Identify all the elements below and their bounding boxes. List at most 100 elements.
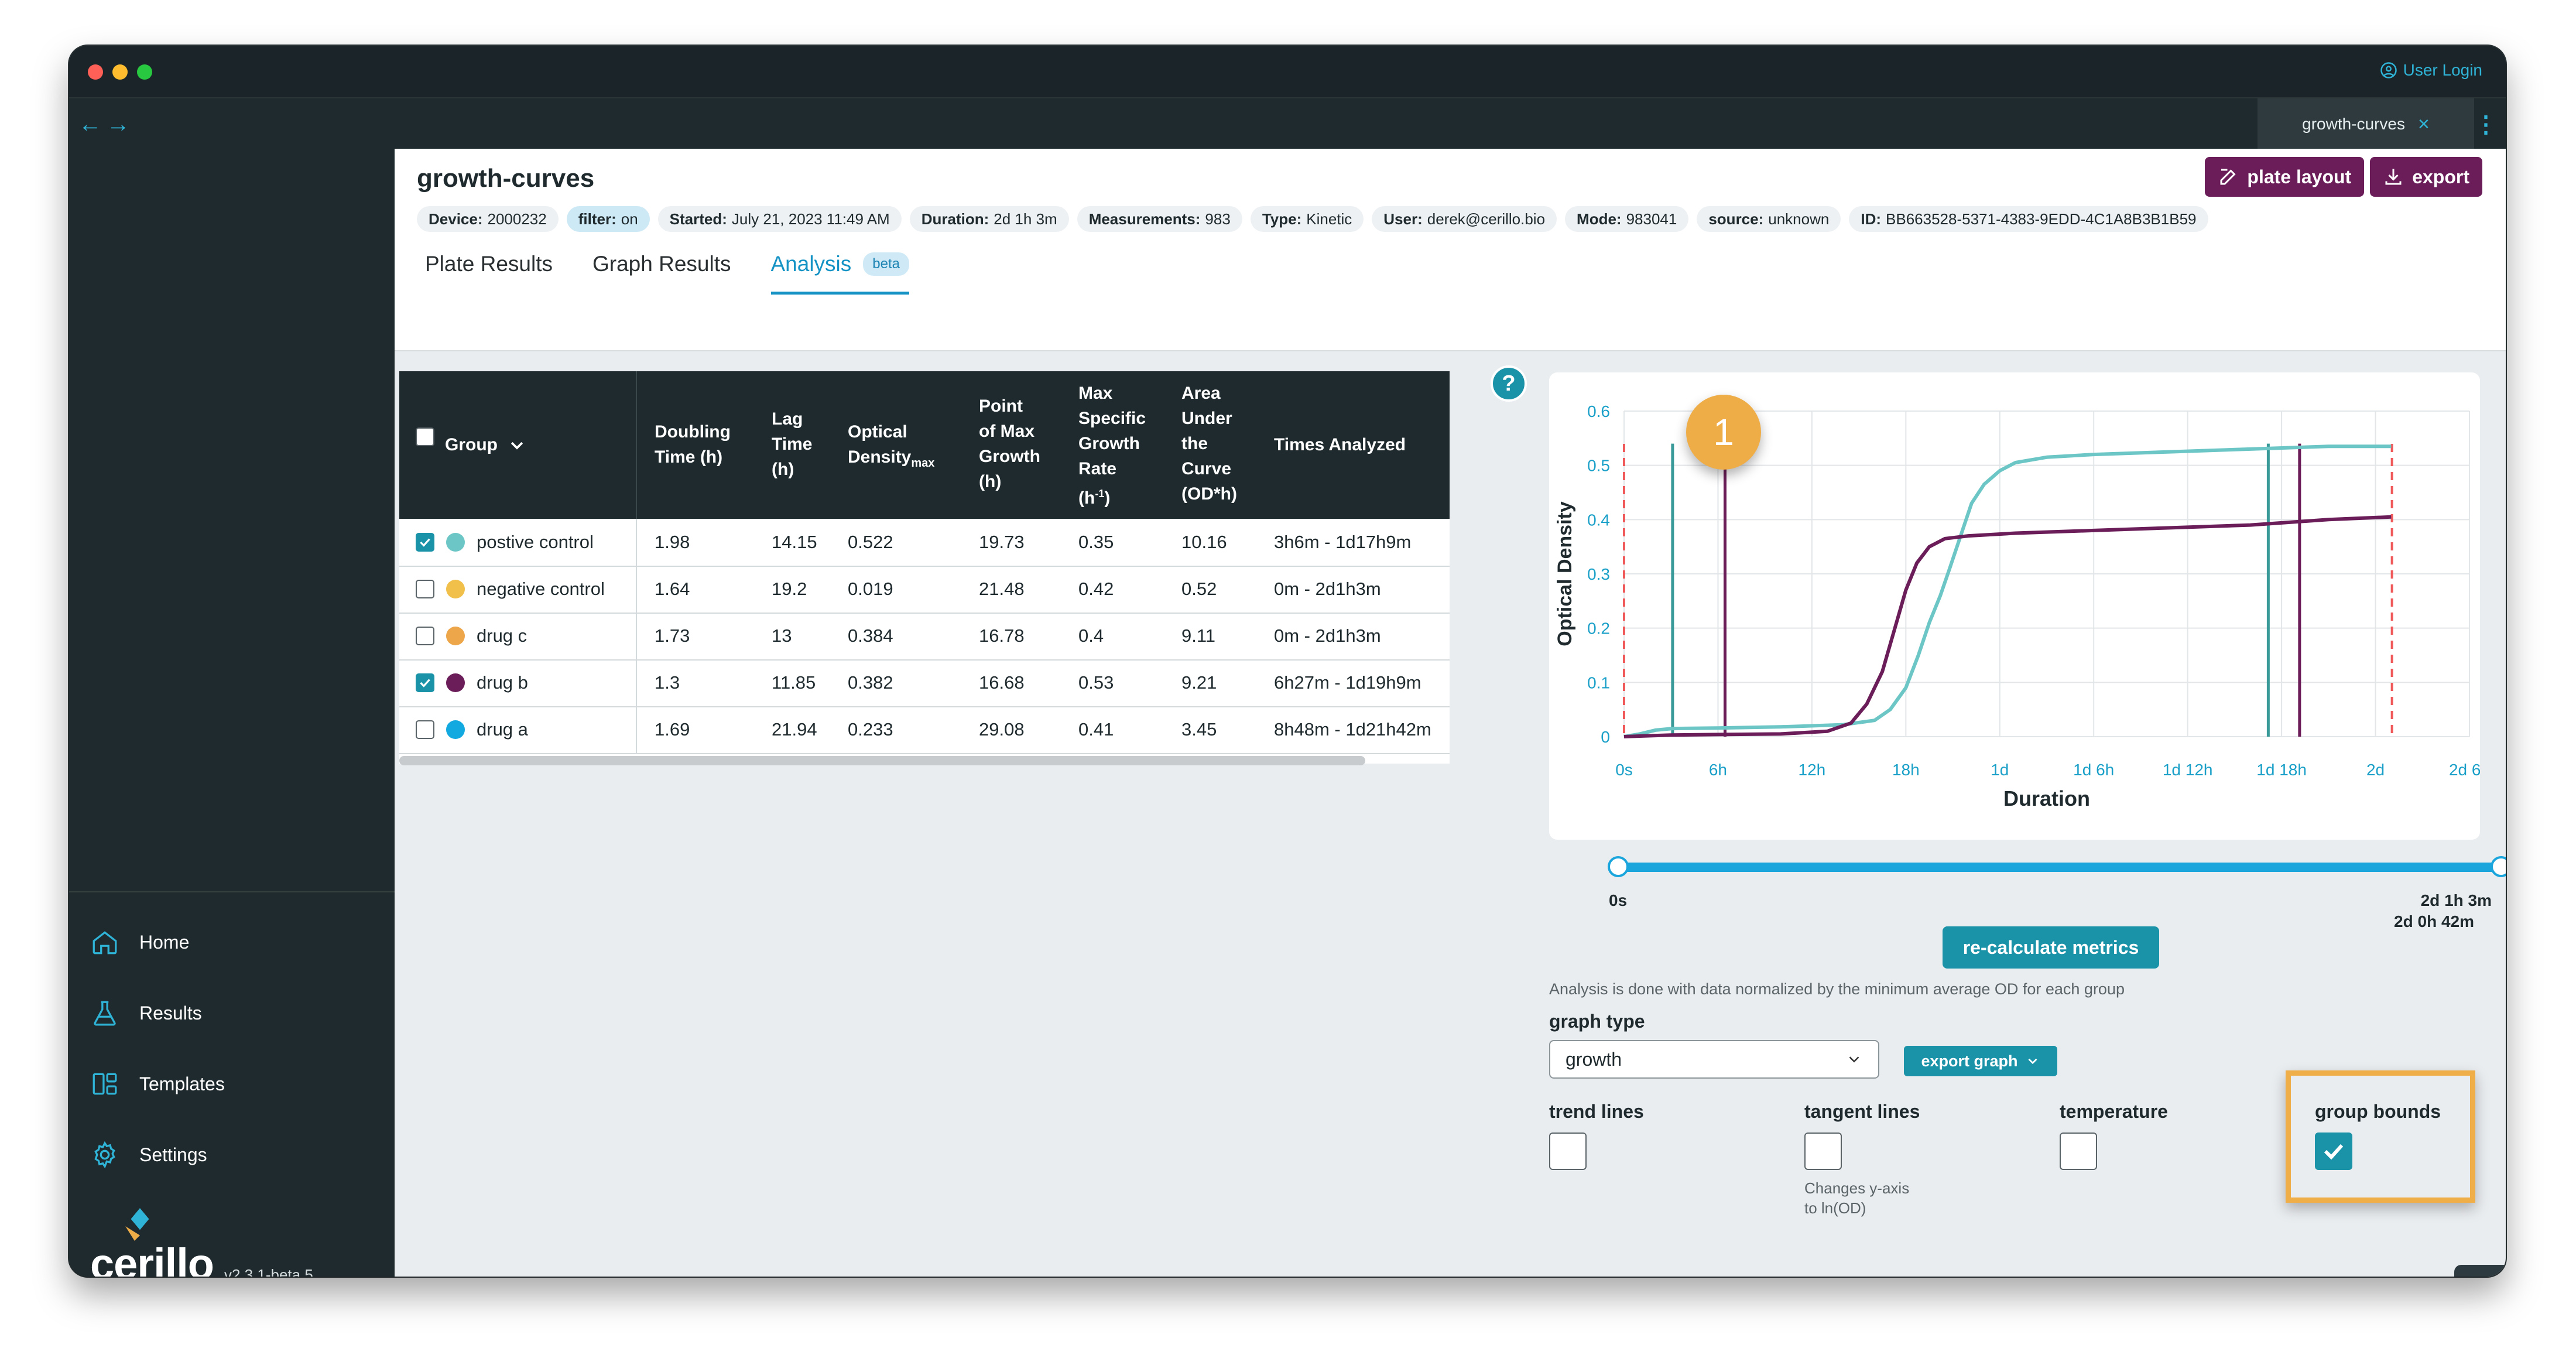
home-icon bbox=[93, 931, 117, 954]
graph-type-select[interactable]: growth bbox=[1549, 1040, 1879, 1079]
slider-sub-label: 2d 0h 42m bbox=[2394, 912, 2474, 930]
x-tick-label: 2d bbox=[2366, 761, 2385, 779]
tab-graph-results[interactable]: Graph Results bbox=[592, 252, 731, 276]
sidebar-item-label: Templates bbox=[139, 1073, 225, 1094]
sidebar-item-home[interactable]: Home bbox=[90, 928, 189, 957]
meta-chip-type: Type: Kinetic bbox=[1250, 206, 1364, 232]
table-horizontal-scrollbar[interactable] bbox=[399, 756, 1365, 765]
duration-range-slider[interactable] bbox=[1623, 863, 2501, 872]
main-content: growth-curves plate layout export Device… bbox=[395, 149, 2506, 1277]
group-name: drug a bbox=[477, 719, 528, 740]
series-line-0 bbox=[1623, 444, 2392, 738]
lag-time-header: Lag Time (h) bbox=[772, 406, 812, 482]
growth-chart: 0 0.1 0.2 0.3 0.4 0.5 0.6 0s 6h 12h 18h 1d 1d 6h 1d 1… bbox=[1549, 372, 2490, 840]
table-row[interactable]: drug b 1.3 11.85 0.382 16.68 0.53 9.21 6h27m - … bbox=[399, 659, 1450, 707]
group-column-header[interactable]: Group bbox=[445, 432, 526, 457]
meta-value: 2d 1h 3m bbox=[994, 210, 1057, 228]
row-checkbox-cell bbox=[416, 566, 434, 613]
meta-chip-filter[interactable]: filter: on bbox=[566, 206, 650, 232]
sidebar-divider bbox=[69, 891, 395, 892]
recalculate-metrics-button[interactable]: re-calculate metrics bbox=[1943, 926, 2159, 969]
msgr-cell: 0.41 bbox=[1078, 719, 1114, 740]
tab-analysis[interactable]: Analysis beta bbox=[770, 252, 909, 295]
group-color-swatch[interactable] bbox=[446, 580, 465, 598]
table-row[interactable]: drug c 1.73 13 0.384 16.78 0.4 9.11 0m - 2d1h3m bbox=[399, 613, 1450, 661]
close-window-button[interactable] bbox=[88, 64, 103, 80]
slider-start-handle[interactable] bbox=[1608, 856, 1629, 877]
group-bounds-checkbox[interactable] bbox=[2315, 1133, 2352, 1170]
user-login-link[interactable]: User Login bbox=[2380, 61, 2482, 80]
meta-key: Started: bbox=[669, 210, 727, 228]
header-line: (h) bbox=[772, 460, 794, 479]
plate-layout-button[interactable]: plate layout bbox=[2205, 157, 2365, 197]
x-tick-label: 1d 6h bbox=[2073, 761, 2114, 779]
y-tick-label: 0 bbox=[1601, 728, 1610, 746]
y-tick-label: 0.4 bbox=[1587, 511, 1610, 529]
row-checkbox[interactable] bbox=[416, 533, 434, 552]
tab-plate-results[interactable]: Plate Results bbox=[425, 252, 553, 276]
back-arrow-icon[interactable]: ← bbox=[78, 111, 102, 137]
auc-cell: 9.21 bbox=[1181, 672, 1217, 693]
tab-growth-curves[interactable]: growth-curves × bbox=[2258, 98, 2474, 150]
beta-badge: beta bbox=[863, 252, 909, 276]
minimize-window-button[interactable] bbox=[112, 64, 128, 80]
table-row[interactable]: drug a 1.69 21.94 0.233 29.08 0.41 3.45 8h48m -… bbox=[399, 706, 1450, 754]
maximize-window-button[interactable] bbox=[137, 64, 152, 80]
row-checkbox[interactable] bbox=[416, 627, 434, 645]
trend-lines-checkbox[interactable] bbox=[1549, 1133, 1587, 1170]
doubling-cell: 1.69 bbox=[655, 719, 690, 740]
group-color-swatch[interactable] bbox=[446, 720, 465, 739]
group-color-swatch[interactable] bbox=[446, 627, 465, 645]
user-circle-icon bbox=[2380, 62, 2397, 78]
group-color-swatch[interactable] bbox=[446, 533, 465, 552]
meta-key: Duration: bbox=[921, 210, 989, 228]
group-color-swatch[interactable] bbox=[446, 673, 465, 692]
od-cell: 0.382 bbox=[848, 672, 893, 693]
sidebar-item-templates[interactable]: Templates bbox=[90, 1069, 225, 1099]
row-checkbox[interactable] bbox=[416, 720, 434, 739]
export-graph-button[interactable]: export graph bbox=[1904, 1046, 2057, 1076]
sidebar-item-results[interactable]: Results bbox=[90, 998, 202, 1028]
x-tick-label: 1d 12h bbox=[2163, 761, 2213, 779]
row-checkbox-cell bbox=[416, 519, 434, 566]
doubling-cell: 1.3 bbox=[655, 672, 680, 693]
slider-min-label: 0s bbox=[1609, 891, 1628, 909]
slider-end-handle[interactable] bbox=[2491, 856, 2506, 877]
temperature-checkbox[interactable] bbox=[2060, 1133, 2097, 1170]
slider-max-label: 2d 1h 3m bbox=[2420, 891, 2492, 909]
help-icon[interactable]: ? bbox=[1491, 365, 1527, 402]
row-checkbox[interactable] bbox=[416, 673, 434, 692]
table-row[interactable]: postive control 1.98 14.15 0.522 19.73 0.35 10… bbox=[399, 519, 1450, 567]
select-all-checkbox[interactable] bbox=[416, 427, 434, 446]
group-cell: drug c bbox=[446, 613, 527, 659]
header-line: (h bbox=[1078, 488, 1095, 508]
meta-value: 983 bbox=[1205, 210, 1231, 228]
step-marker: 1 bbox=[1686, 395, 1761, 470]
meta-value: 983041 bbox=[1626, 210, 1677, 228]
table-row[interactable]: negative control 1.64 19.2 0.019 21.48 0.42 0.… bbox=[399, 566, 1450, 614]
checkmark-icon bbox=[2324, 1144, 2344, 1160]
hint-line: to ln(OD) bbox=[1804, 1199, 1866, 1217]
tab-label: growth-curves bbox=[2302, 115, 2405, 133]
header-line: Area bbox=[1181, 384, 1221, 403]
export-button[interactable]: export bbox=[2370, 157, 2482, 197]
sidebar-item-settings[interactable]: Settings bbox=[90, 1140, 207, 1169]
group-cell: postive control bbox=[446, 519, 594, 566]
meta-chip-started: Started: July 21, 2023 11:49 AM bbox=[657, 206, 902, 232]
feedback-link[interactable]: feedback bbox=[2454, 1265, 2506, 1277]
lag-cell: 21.94 bbox=[772, 719, 817, 740]
meta-key: Type: bbox=[1262, 210, 1302, 228]
forward-arrow-icon[interactable]: → bbox=[107, 111, 130, 137]
msgr-cell: 0.42 bbox=[1078, 579, 1114, 599]
tangent-lines-checkbox[interactable] bbox=[1804, 1133, 1842, 1170]
row-checkbox[interactable] bbox=[416, 580, 434, 598]
header-line: Time (h) bbox=[655, 447, 723, 467]
optical-density-header: Optical Densitymax bbox=[848, 419, 934, 476]
more-menu-icon[interactable]: ⋮ bbox=[2474, 112, 2498, 138]
header-line: Point bbox=[979, 396, 1023, 416]
sidebar-item-label: Results bbox=[139, 1002, 202, 1024]
close-tab-icon[interactable]: × bbox=[2417, 112, 2430, 135]
pmg-cell: 16.78 bbox=[979, 625, 1025, 646]
meta-value: unknown bbox=[1768, 210, 1830, 228]
tab-analysis-label: Analysis bbox=[770, 252, 852, 276]
